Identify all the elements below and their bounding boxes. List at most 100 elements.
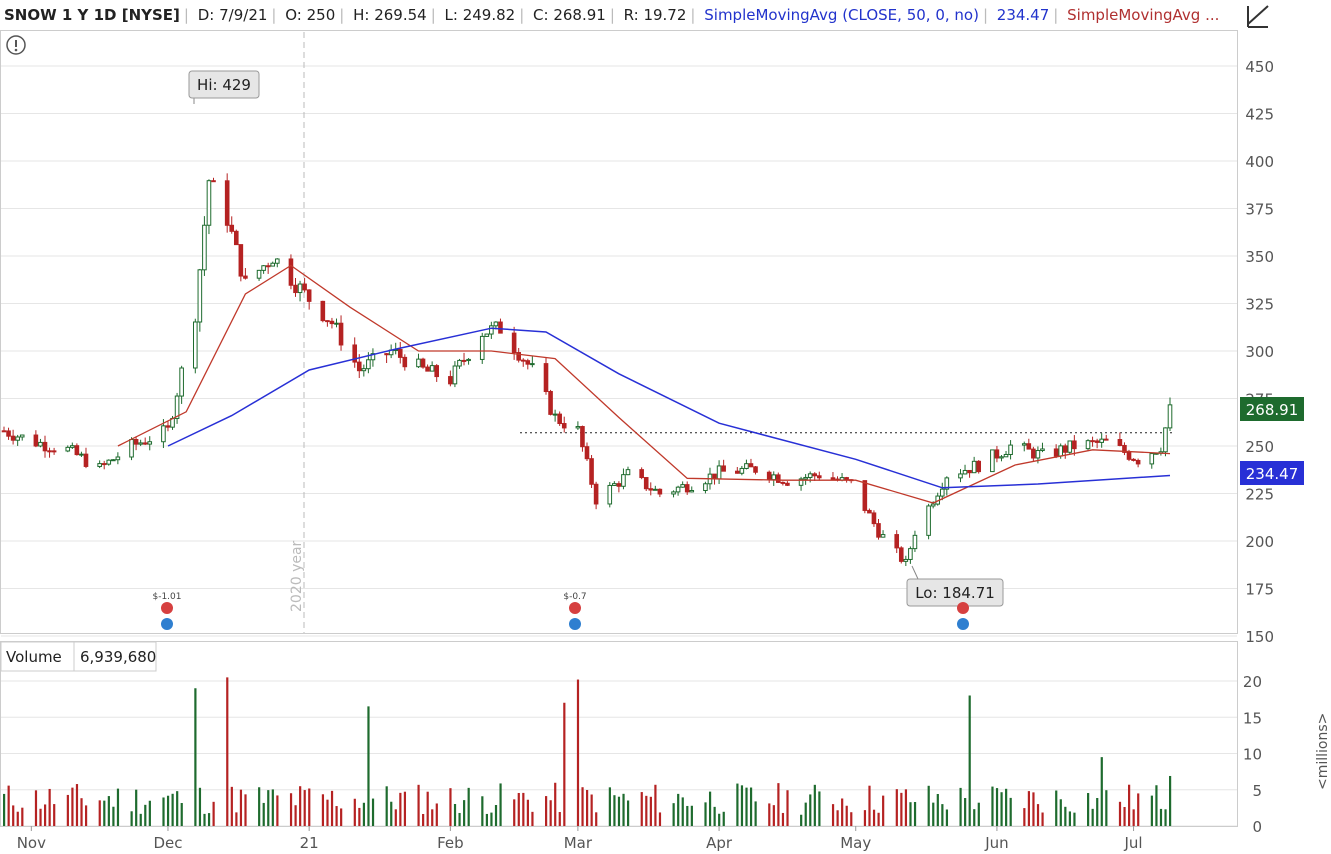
candle-body bbox=[671, 491, 676, 495]
candle-body bbox=[516, 352, 521, 361]
volume-bar bbox=[781, 812, 785, 826]
earnings-marker-mar[interactable]: $-0.7 bbox=[563, 592, 587, 630]
candle-body bbox=[525, 360, 531, 365]
volume-bar bbox=[895, 789, 898, 826]
candle-body bbox=[908, 548, 913, 560]
candle-body bbox=[47, 450, 52, 453]
candle-body bbox=[898, 547, 904, 562]
sma50-label[interactable]: SimpleMovingAvg (CLOSE, 50, 0, no) bbox=[704, 6, 979, 24]
volume-bar bbox=[463, 800, 466, 826]
volume-bar bbox=[913, 801, 917, 826]
candle-body bbox=[739, 467, 745, 474]
volume-bar bbox=[362, 802, 366, 826]
volume-bar bbox=[772, 805, 775, 826]
volume-bar bbox=[531, 811, 534, 826]
candle-body bbox=[42, 441, 48, 452]
candle-body bbox=[639, 469, 644, 479]
volume-bar bbox=[672, 803, 675, 826]
candle-body bbox=[302, 283, 307, 291]
volume-bar bbox=[995, 788, 999, 826]
header-separator: | bbox=[430, 6, 436, 24]
time-tick-label: Jul bbox=[1124, 834, 1143, 852]
volume-bar bbox=[590, 794, 593, 826]
volume-bar bbox=[289, 793, 293, 826]
volume-bar bbox=[964, 798, 967, 826]
volume-bar bbox=[786, 790, 789, 826]
symbol-label[interactable]: SNOW 1 Y 1D [NYSE] bbox=[4, 6, 180, 24]
candle-body bbox=[211, 180, 216, 183]
chart-header: SNOW 1 Y 1D [NYSE] | D: 7/9/21 | O: 250 | H… bbox=[0, 0, 1238, 30]
price-pane-border bbox=[0, 30, 1238, 634]
candle-body bbox=[270, 262, 276, 267]
last-price-badge: 268.91 bbox=[1240, 397, 1304, 421]
candle-body bbox=[1003, 453, 1009, 458]
candle-body bbox=[511, 332, 517, 354]
last-price-label: 268.91 bbox=[1246, 401, 1299, 419]
volume-bar bbox=[1137, 793, 1140, 826]
candle-body bbox=[352, 344, 358, 363]
drawing-tool-icon[interactable] bbox=[1244, 2, 1272, 30]
price-tick-label: 225 bbox=[1245, 486, 1274, 504]
volume-bar bbox=[21, 807, 24, 826]
volume-bar bbox=[326, 799, 329, 826]
candle-body bbox=[557, 413, 562, 425]
volume-bar bbox=[308, 788, 311, 826]
candle-body bbox=[165, 425, 171, 428]
volume-bar bbox=[1096, 798, 1099, 826]
earnings-icon[interactable] bbox=[161, 602, 173, 614]
volume-bar bbox=[267, 790, 270, 826]
sma20-label[interactable]: SimpleMovingAvg ... bbox=[1067, 6, 1220, 24]
volume-bar bbox=[991, 786, 994, 826]
candle-body bbox=[15, 436, 20, 441]
earnings-icon[interactable] bbox=[569, 602, 581, 614]
earnings-marker-dec[interactable]: $-1.01 bbox=[152, 592, 182, 630]
candle-body bbox=[402, 356, 408, 368]
candle-body bbox=[844, 477, 849, 481]
candle-body bbox=[356, 361, 362, 372]
alert-icon[interactable] bbox=[6, 35, 26, 55]
price-tick-label: 450 bbox=[1245, 58, 1274, 76]
volume-bar bbox=[900, 792, 903, 826]
candle-body bbox=[484, 333, 490, 337]
volume-bar bbox=[1118, 801, 1122, 826]
volume-bar bbox=[554, 782, 557, 826]
candle-body bbox=[243, 275, 248, 279]
time-tick-label: May bbox=[840, 834, 871, 852]
candle-body bbox=[19, 434, 25, 438]
volume-bar bbox=[708, 791, 712, 826]
candle-body bbox=[643, 477, 649, 490]
volume-bar bbox=[1000, 792, 1003, 826]
volume-bar bbox=[340, 808, 343, 826]
volume-bar bbox=[258, 787, 261, 826]
candle-body bbox=[420, 358, 426, 368]
earnings-icon[interactable] bbox=[957, 602, 969, 614]
volume-bar bbox=[1155, 785, 1158, 826]
candle-body bbox=[1167, 404, 1173, 429]
dividend-icon[interactable] bbox=[161, 618, 173, 630]
earnings-marker-may[interactable] bbox=[957, 602, 969, 630]
candle-body bbox=[429, 365, 435, 372]
candle-body bbox=[434, 365, 439, 378]
volume-bar bbox=[804, 802, 807, 826]
candle-body bbox=[703, 483, 708, 492]
dividend-icon[interactable] bbox=[569, 618, 581, 630]
volume-bar bbox=[622, 793, 625, 826]
dividend-icon[interactable] bbox=[957, 618, 969, 630]
volume-bar bbox=[112, 806, 115, 826]
candle-body bbox=[903, 558, 909, 562]
price-tick-label: 350 bbox=[1245, 248, 1274, 266]
volume-bar bbox=[417, 784, 420, 826]
volume-bar bbox=[139, 813, 142, 826]
volume-bar bbox=[831, 804, 835, 826]
volume-bar bbox=[485, 813, 488, 826]
price-gridlines bbox=[1, 65, 1237, 637]
candle-body bbox=[958, 473, 963, 479]
volume-bar bbox=[718, 813, 721, 826]
volume-bar bbox=[394, 809, 397, 826]
candles bbox=[1, 173, 1173, 567]
volume-bar bbox=[595, 812, 598, 826]
volume-bar bbox=[403, 791, 407, 826]
volume-bar bbox=[740, 785, 744, 826]
candle-body bbox=[1040, 448, 1045, 452]
